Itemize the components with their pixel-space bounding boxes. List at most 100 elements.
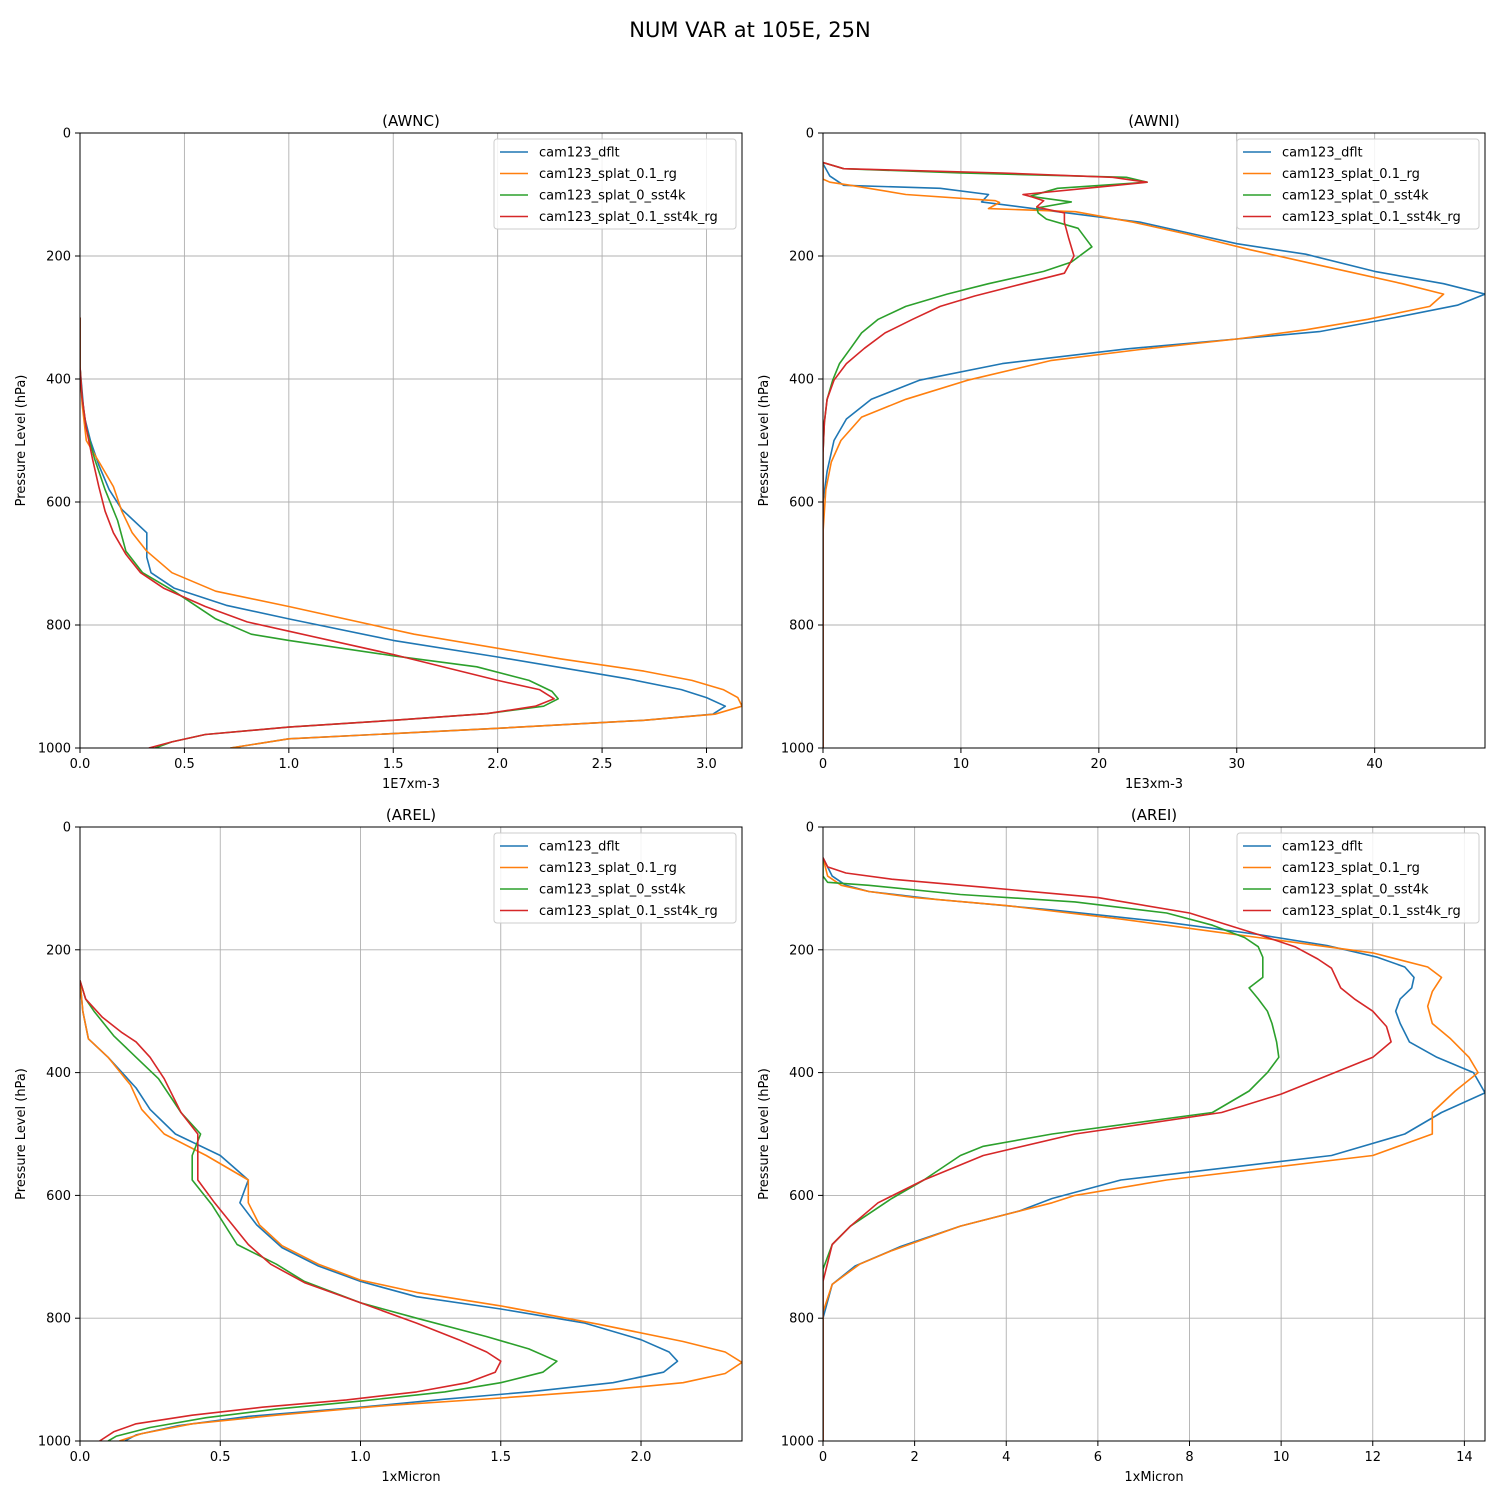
y-tick-label: 600 bbox=[789, 1189, 814, 1204]
series-line-cam123-splat-0-1-sst4k-rg bbox=[80, 980, 502, 1441]
legend-label: cam123_splat_0.1_sst4k_rg bbox=[539, 210, 718, 225]
legend-label: cam123_splat_0.1_sst4k_rg bbox=[539, 904, 718, 919]
y-tick-label: 0 bbox=[806, 127, 814, 142]
y-tick-label: 200 bbox=[789, 943, 814, 958]
series-line-cam123-dflt bbox=[823, 857, 1485, 1441]
legend-label: cam123_dflt bbox=[1282, 146, 1363, 161]
series-line-cam123-dflt bbox=[823, 163, 1485, 748]
panel-awni: 0 10 20 30 4002004006008001000(AWNI)1E3xm-3P… bbox=[757, 112, 1486, 792]
legend-label: cam123_dflt bbox=[1282, 840, 1363, 855]
y-tick-label: 1000 bbox=[38, 1435, 71, 1450]
y-tick-label: 600 bbox=[46, 1189, 71, 1204]
series-line-cam123-splat-0-1-sst4k-rg bbox=[80, 317, 555, 748]
x-tick-label: 4 bbox=[1002, 1450, 1010, 1465]
x-tick-label: 1.0 bbox=[278, 757, 299, 772]
legend-label: cam123_splat_0_sst4k bbox=[539, 883, 686, 898]
y-tick-label: 200 bbox=[46, 250, 71, 265]
y-axis-label: Pressure Level (hPa) bbox=[14, 375, 29, 507]
x-tick-label: 2 bbox=[910, 1450, 918, 1465]
legend-label: cam123_splat_0_sst4k bbox=[1282, 883, 1429, 898]
plot-area bbox=[822, 826, 1486, 1442]
panel-arei: 0 2 4 6 8 10 12 14 0 200 400 600 800 1000 (AREI) 1xMicr… bbox=[757, 806, 1486, 1485]
y-tick-label: 400 bbox=[789, 373, 814, 388]
x-tick-label: 0.5 bbox=[174, 757, 195, 772]
x-tick-label: 2.0 bbox=[487, 757, 508, 772]
legend: cam123_dflt cam123_splat_0.1_rg cam123_spl… bbox=[1236, 138, 1480, 230]
x-tick-label: 14 bbox=[1456, 1450, 1473, 1465]
legend-label: cam123_splat_0_sst4k bbox=[539, 189, 686, 204]
y-tick-label: 600 bbox=[789, 496, 814, 511]
x-axis-label: 1E7xm-3 bbox=[382, 777, 440, 792]
panel-title: (AREL) bbox=[386, 806, 436, 824]
x-axis-label: 1xMicron bbox=[381, 1470, 440, 1485]
x-tick-label: 1.0 bbox=[350, 1450, 371, 1465]
y-tick-label: 800 bbox=[46, 619, 71, 634]
legend-label: cam123_splat_0_sst4k bbox=[1282, 189, 1429, 204]
figure-title: NUM VAR at 105E, 25N bbox=[629, 18, 870, 42]
y-tick-label: 800 bbox=[789, 619, 814, 634]
x-tick-label: 0 bbox=[819, 1450, 827, 1465]
y-tick-label: 600 bbox=[46, 496, 71, 511]
x-tick-label: 20 bbox=[1091, 757, 1108, 772]
y-tick-label: 0 bbox=[63, 821, 71, 836]
series-line-cam123-splat-0-1-rg bbox=[80, 980, 742, 1441]
x-tick-label: 2.5 bbox=[592, 757, 613, 772]
series-line-cam123-dflt bbox=[80, 317, 727, 748]
y-tick-label: 200 bbox=[46, 943, 71, 958]
x-tick-label: 30 bbox=[1228, 757, 1245, 772]
series-line-cam123-splat-0-sst4k bbox=[80, 980, 558, 1441]
y-axis-label: Pressure Level (hPa) bbox=[757, 1068, 772, 1200]
x-tick-label: 0 bbox=[819, 757, 827, 772]
series-line-cam123-splat-0-1-sst4k-rg bbox=[823, 161, 1148, 748]
series-line-cam123-splat-0-1-rg bbox=[823, 857, 1479, 1441]
legend: cam123_dflt cam123_splat_0.1_rg cam123_spl… bbox=[493, 138, 737, 230]
legend-label: cam123_dflt bbox=[539, 840, 620, 855]
legend-box bbox=[493, 138, 737, 230]
legend-label: cam123_splat_0.1_rg bbox=[539, 167, 677, 182]
x-tick-label: 10 bbox=[1273, 1450, 1290, 1465]
y-tick-label: 1000 bbox=[38, 742, 71, 757]
panel-title: (AWNC) bbox=[382, 112, 440, 130]
x-tick-label: 10 bbox=[953, 757, 970, 772]
plot-area bbox=[79, 826, 743, 1442]
x-tick-label: 0.5 bbox=[210, 1450, 231, 1465]
x-tick-label: 6 bbox=[1094, 1450, 1102, 1465]
legend-label: cam123_splat_0.1_rg bbox=[1282, 861, 1420, 876]
legend-box bbox=[493, 832, 737, 924]
x-axis-label: 1xMicron bbox=[1124, 1470, 1183, 1485]
x-axis-label: 1E3xm-3 bbox=[1125, 777, 1183, 792]
x-tick-label: 1.5 bbox=[383, 757, 404, 772]
legend-label: cam123_splat_0.1_sst4k_rg bbox=[1282, 904, 1461, 919]
series-line-cam123-dflt bbox=[80, 980, 679, 1441]
series-line-cam123-splat-0-1-rg bbox=[823, 163, 1445, 748]
series-line-cam123-splat-0-sst4k bbox=[823, 857, 1280, 1441]
x-tick-label: 1.5 bbox=[490, 1450, 511, 1465]
legend: cam123_dflt cam123_splat_0.1_rg cam123_spl… bbox=[493, 832, 737, 924]
series-line-cam123-splat-0-1-rg bbox=[80, 317, 742, 748]
legend-label: cam123_splat_0.1_rg bbox=[1282, 167, 1420, 182]
panel-awnc: 0.0 0.5 1.0 1.5 2.0 2.5 3.0 0 200 400 600 800 1000 (A… bbox=[14, 112, 743, 792]
x-tick-label: 2.0 bbox=[631, 1450, 652, 1465]
panel-title: (AWNI) bbox=[1128, 112, 1180, 130]
x-tick-label: 0.0 bbox=[70, 757, 91, 772]
legend-box bbox=[1236, 832, 1480, 924]
y-tick-label: 1000 bbox=[781, 1435, 814, 1450]
x-tick-label: 8 bbox=[1185, 1450, 1193, 1465]
panel-arel: 0.0 0.5 1.0 1.5 2.0 0 200 400 600 800 1000 (AREL) 1x… bbox=[14, 806, 743, 1485]
series-line-cam123-splat-0-sst4k bbox=[80, 317, 560, 748]
x-tick-label: 3.0 bbox=[696, 757, 717, 772]
x-tick-label: 0.0 bbox=[70, 1450, 91, 1465]
x-tick-label: 40 bbox=[1366, 757, 1383, 772]
y-tick-label: 200 bbox=[789, 250, 814, 265]
legend: cam123_dflt cam123_splat_0.1_rg cam123_spl… bbox=[1236, 832, 1480, 924]
y-tick-label: 400 bbox=[46, 373, 71, 388]
plot-area bbox=[822, 132, 1486, 749]
legend-label: cam123_splat_0.1_sst4k_rg bbox=[1282, 210, 1461, 225]
series-line-cam123-splat-0-1-sst4k-rg bbox=[823, 857, 1392, 1441]
legend-label: cam123_splat_0.1_rg bbox=[539, 861, 677, 876]
legend-box bbox=[1236, 138, 1480, 230]
y-axis-label: Pressure Level (hPa) bbox=[757, 375, 772, 507]
plot-area bbox=[79, 132, 743, 749]
panel-title: (AREI) bbox=[1131, 806, 1177, 824]
